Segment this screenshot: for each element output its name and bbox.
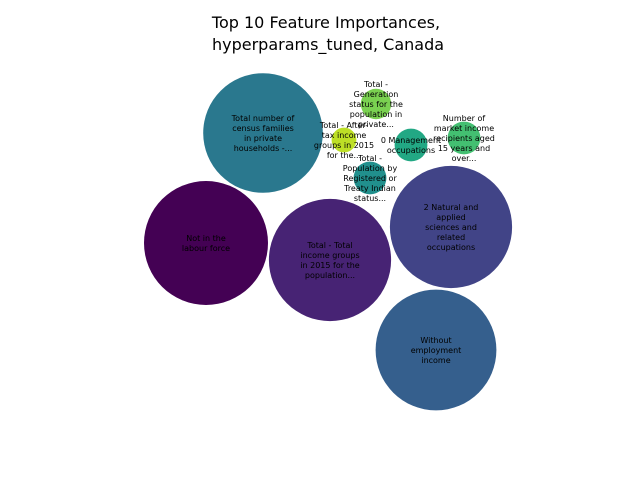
bubble-label: related (437, 233, 465, 242)
bubble (447, 121, 481, 155)
bubble-label: income groups (300, 251, 359, 260)
bubble-label: Not in the (186, 234, 226, 243)
bubble (203, 73, 323, 193)
bubble-label: Without (420, 336, 451, 345)
bubble-label: income (421, 356, 450, 365)
bubble-label: Number of (443, 114, 486, 123)
bubble (360, 88, 392, 120)
bubble-label: private... (358, 120, 394, 129)
bubble-label: employment (411, 346, 462, 355)
bubble-label: applied (436, 213, 466, 222)
bubble (375, 289, 497, 411)
bubble-label: occupations (427, 243, 475, 252)
bubble (331, 127, 357, 153)
bubble-label: occupations (387, 146, 435, 155)
bubble-label: 0 Management (381, 136, 441, 145)
bubble-label: 15 years and (438, 144, 490, 153)
bubble-label: groups in 2015 (314, 141, 374, 150)
bubble-label: sciences and (425, 223, 477, 232)
bubble (268, 198, 392, 322)
bubble-label: status for the (349, 100, 403, 109)
bubble (144, 181, 268, 305)
bubble-label: Total - After- (319, 121, 368, 130)
bubble-label: Total - Total (306, 241, 352, 250)
bubble-label: Total - (363, 80, 388, 89)
bubble-label: Total - (357, 154, 382, 163)
bubble (353, 161, 387, 195)
bubble-label: status... (354, 194, 386, 203)
bubble-label: Treaty Indian (343, 184, 396, 193)
chart-title-line-2: hyperparams_tuned, Canada (212, 35, 444, 55)
bubble-label: census families (232, 124, 294, 133)
bubble-label: labour force (182, 244, 230, 253)
bubble-label: market income (434, 124, 494, 133)
bubble-label: over... (452, 154, 477, 163)
bubble-label: Total number of (231, 114, 295, 123)
bubble-label: in private (244, 134, 282, 143)
bubble (394, 128, 428, 162)
bubble-label: population... (305, 271, 355, 280)
bubble-label: in 2015 for the (300, 261, 359, 270)
bubble (389, 165, 513, 289)
bubble-label: population in (350, 110, 402, 119)
bubble-label: Generation (354, 90, 399, 99)
bubble-label: recipients aged (433, 134, 495, 143)
chart-title-line-1: Top 10 Feature Importances, (211, 13, 440, 32)
chart-title: Top 10 Feature Importances, hyperparams_… (211, 13, 444, 55)
bubble-label: tax income (322, 131, 367, 140)
bubble-label: Population by (343, 164, 398, 173)
bubble-label: 2 Natural and (424, 203, 479, 212)
bubble-label: households -... (234, 144, 293, 153)
bubble-label: Registered or (343, 174, 397, 183)
bubble-label: for the... (327, 151, 361, 160)
